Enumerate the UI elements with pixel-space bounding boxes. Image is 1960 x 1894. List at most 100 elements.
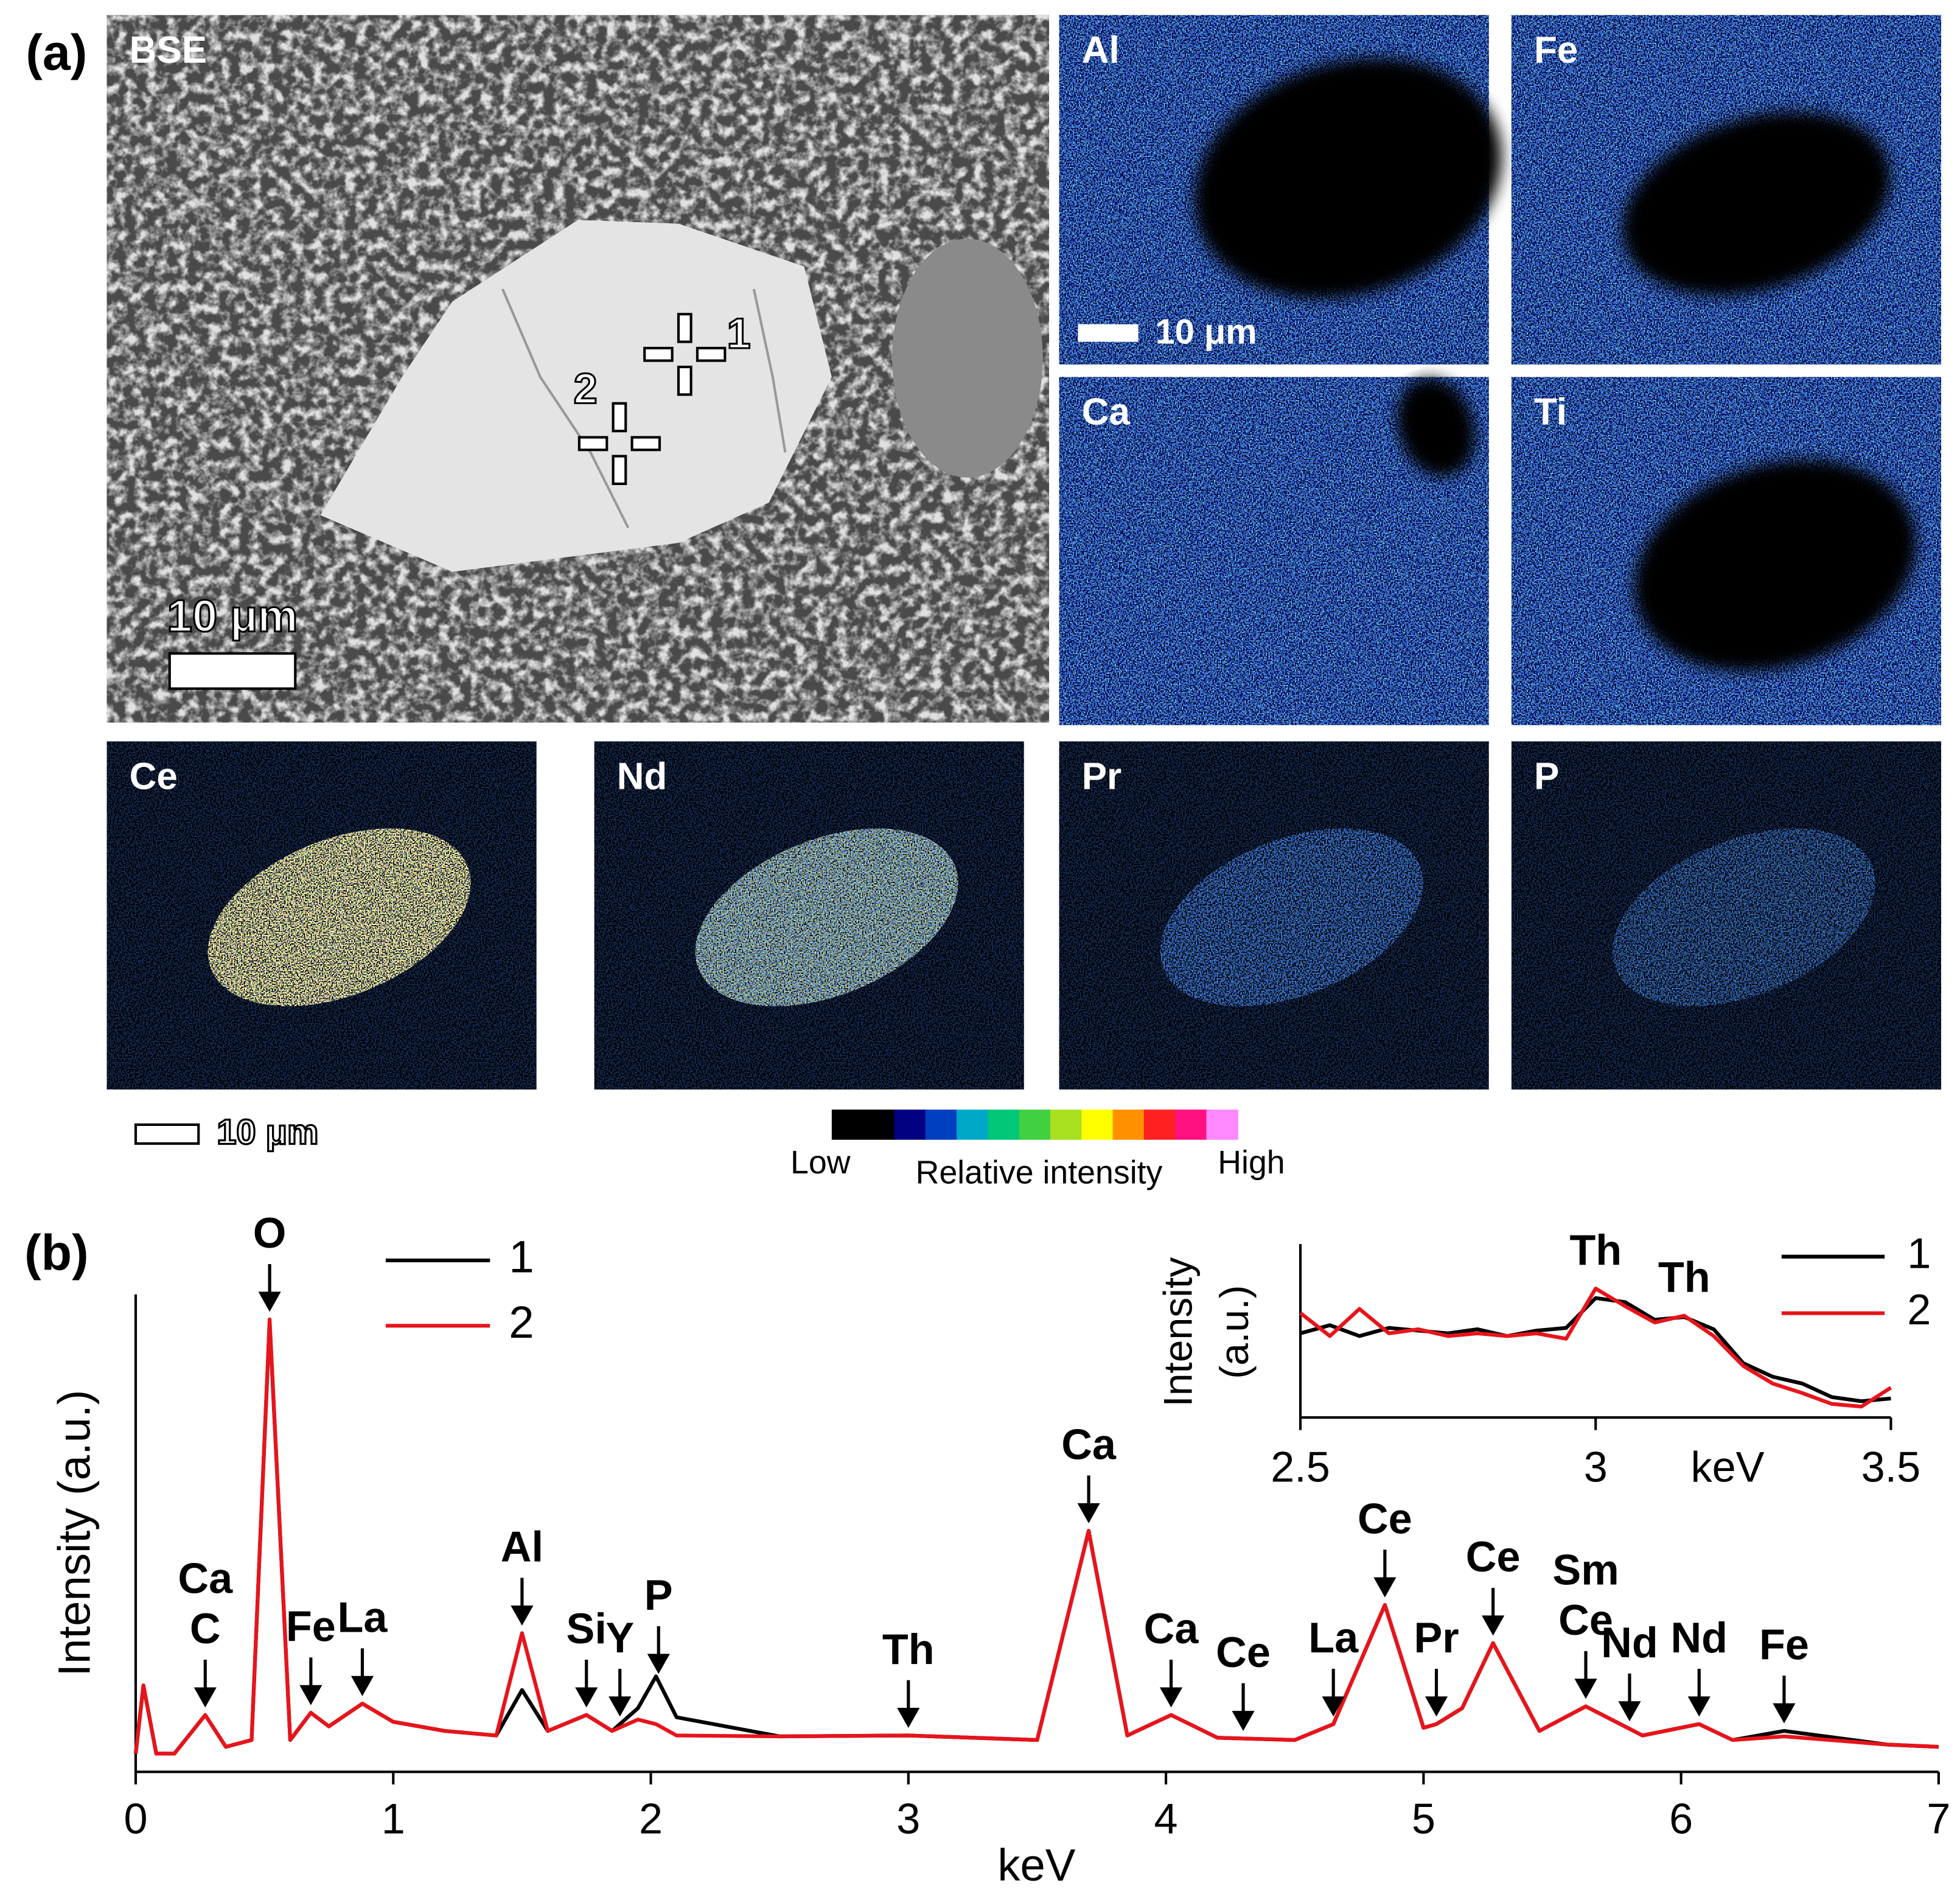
annotation: O xyxy=(253,1209,287,1257)
annotation: Ca xyxy=(178,1554,233,1602)
colorbar-low: Low xyxy=(790,1144,851,1181)
colorbar-segment xyxy=(1175,1109,1207,1140)
colorbar-segment xyxy=(925,1109,958,1140)
annotation: Ca xyxy=(1144,1604,1199,1652)
annotation: La xyxy=(1308,1613,1359,1662)
element-map: P xyxy=(1511,741,1942,1090)
x-tick-label: 5 xyxy=(1412,1794,1435,1842)
annotation: P xyxy=(644,1571,673,1619)
annotation: Y xyxy=(605,1613,634,1662)
annotation: Ce xyxy=(1466,1532,1521,1581)
element-map: Al xyxy=(1059,15,1502,365)
map-label: Ti xyxy=(1534,391,1567,433)
annotation-arrowhead xyxy=(1077,1503,1100,1523)
annotation-arrowhead xyxy=(1159,1687,1183,1708)
point-marker xyxy=(696,346,727,362)
colorbar-segment xyxy=(863,1109,895,1140)
element-map: Ti xyxy=(1511,377,1942,725)
element-map: BSE xyxy=(106,15,1050,723)
annotation: Fe xyxy=(1759,1620,1809,1668)
scale-bar-label: 10 μm xyxy=(217,1113,318,1152)
grain-crack xyxy=(501,288,630,529)
scale-bar xyxy=(134,1123,200,1145)
map-label: P xyxy=(1534,756,1559,798)
point-marker xyxy=(612,455,627,485)
y-axis-label: Intensity xyxy=(1156,1257,1201,1407)
series-line xyxy=(133,1317,1939,1756)
map-label: Ce xyxy=(130,756,178,798)
element-map: Nd xyxy=(594,741,1024,1090)
panel-label: (a) xyxy=(26,25,87,81)
colorbar-segment xyxy=(1050,1109,1083,1140)
annotation-arrowhead xyxy=(299,1685,323,1705)
annotation: Sm xyxy=(1552,1545,1619,1593)
x-tick-label: 2.5 xyxy=(1271,1442,1330,1490)
colorbar-high: High xyxy=(1218,1144,1285,1181)
x-tick-label: 2 xyxy=(639,1794,663,1842)
map-label: Al xyxy=(1082,29,1120,71)
annotation: C xyxy=(190,1604,221,1652)
annotation: Pr xyxy=(1414,1613,1459,1662)
dark-region xyxy=(1622,111,1891,296)
grain xyxy=(320,220,832,572)
y-axis-label: (a.u.) xyxy=(1212,1285,1257,1379)
panel-label: (b) xyxy=(24,1225,88,1281)
scale-bar xyxy=(168,652,297,690)
x-tick-label: 0 xyxy=(124,1794,147,1842)
annotation-arrowhead xyxy=(1687,1696,1711,1717)
element-map: Fe xyxy=(1511,15,1942,365)
map-label: Fe xyxy=(1534,29,1578,71)
x-axis-label: keV xyxy=(997,1840,1076,1890)
legend-label: 2 xyxy=(509,1297,534,1347)
scale-bar-label: 10 μm xyxy=(1156,312,1257,351)
map-label: Ca xyxy=(1082,391,1131,433)
annotation-arrowhead xyxy=(511,1605,534,1626)
legend-label: 1 xyxy=(509,1232,534,1282)
legend-label: 2 xyxy=(1907,1285,1931,1333)
annotation-arrowhead xyxy=(1482,1615,1505,1636)
element-map: Ce xyxy=(106,741,537,1090)
dark-region xyxy=(1634,460,1917,671)
point-label: 1 xyxy=(727,309,751,357)
x-tick-label: 3 xyxy=(1584,1442,1608,1490)
scale-bar-label: 10 μm xyxy=(167,591,298,641)
point-marker xyxy=(577,436,609,452)
point-marker xyxy=(677,313,692,343)
annotation: Th xyxy=(882,1625,935,1673)
annotation: Nd xyxy=(1670,1613,1728,1662)
map-label: Nd xyxy=(617,756,668,798)
annotation-arrowhead xyxy=(1425,1696,1448,1717)
point-marker xyxy=(630,436,661,452)
element-map: Ca xyxy=(1059,377,1489,725)
dark-region xyxy=(1194,58,1502,299)
colorbar-segment xyxy=(831,1109,864,1140)
annotation: Ce xyxy=(1358,1494,1412,1542)
x-tick-label: 3 xyxy=(896,1794,920,1842)
colorbar-segment xyxy=(1112,1109,1145,1140)
colorbar-segment xyxy=(1019,1109,1051,1140)
annotation-arrowhead xyxy=(258,1291,281,1312)
annotation-arrowhead xyxy=(194,1687,217,1708)
annotation-arrowhead xyxy=(350,1676,374,1696)
point-marker xyxy=(677,365,692,396)
annotation: Th xyxy=(1569,1226,1622,1274)
x-tick-label: 7 xyxy=(1927,1794,1950,1842)
x-tick-label: 1 xyxy=(382,1794,405,1842)
annotation: Al xyxy=(501,1523,543,1571)
dark-region xyxy=(1397,378,1476,477)
map-label: Pr xyxy=(1082,756,1121,798)
series-line xyxy=(133,1319,1939,1756)
scale-bar xyxy=(1078,324,1139,342)
annotation-arrowhead xyxy=(1574,1679,1597,1699)
map-label: BSE xyxy=(130,29,207,71)
annotation: Ca xyxy=(1061,1420,1117,1469)
annotation-arrowhead xyxy=(1373,1577,1397,1598)
annotation-arrowhead xyxy=(609,1696,632,1717)
point-marker xyxy=(643,346,674,362)
x-tick-label: 4 xyxy=(1154,1794,1178,1842)
annotation: Ce xyxy=(1216,1628,1271,1676)
annotation: Nd xyxy=(1601,1618,1658,1666)
annotation-arrowhead xyxy=(647,1654,670,1674)
colorbar-segment xyxy=(988,1109,1020,1140)
